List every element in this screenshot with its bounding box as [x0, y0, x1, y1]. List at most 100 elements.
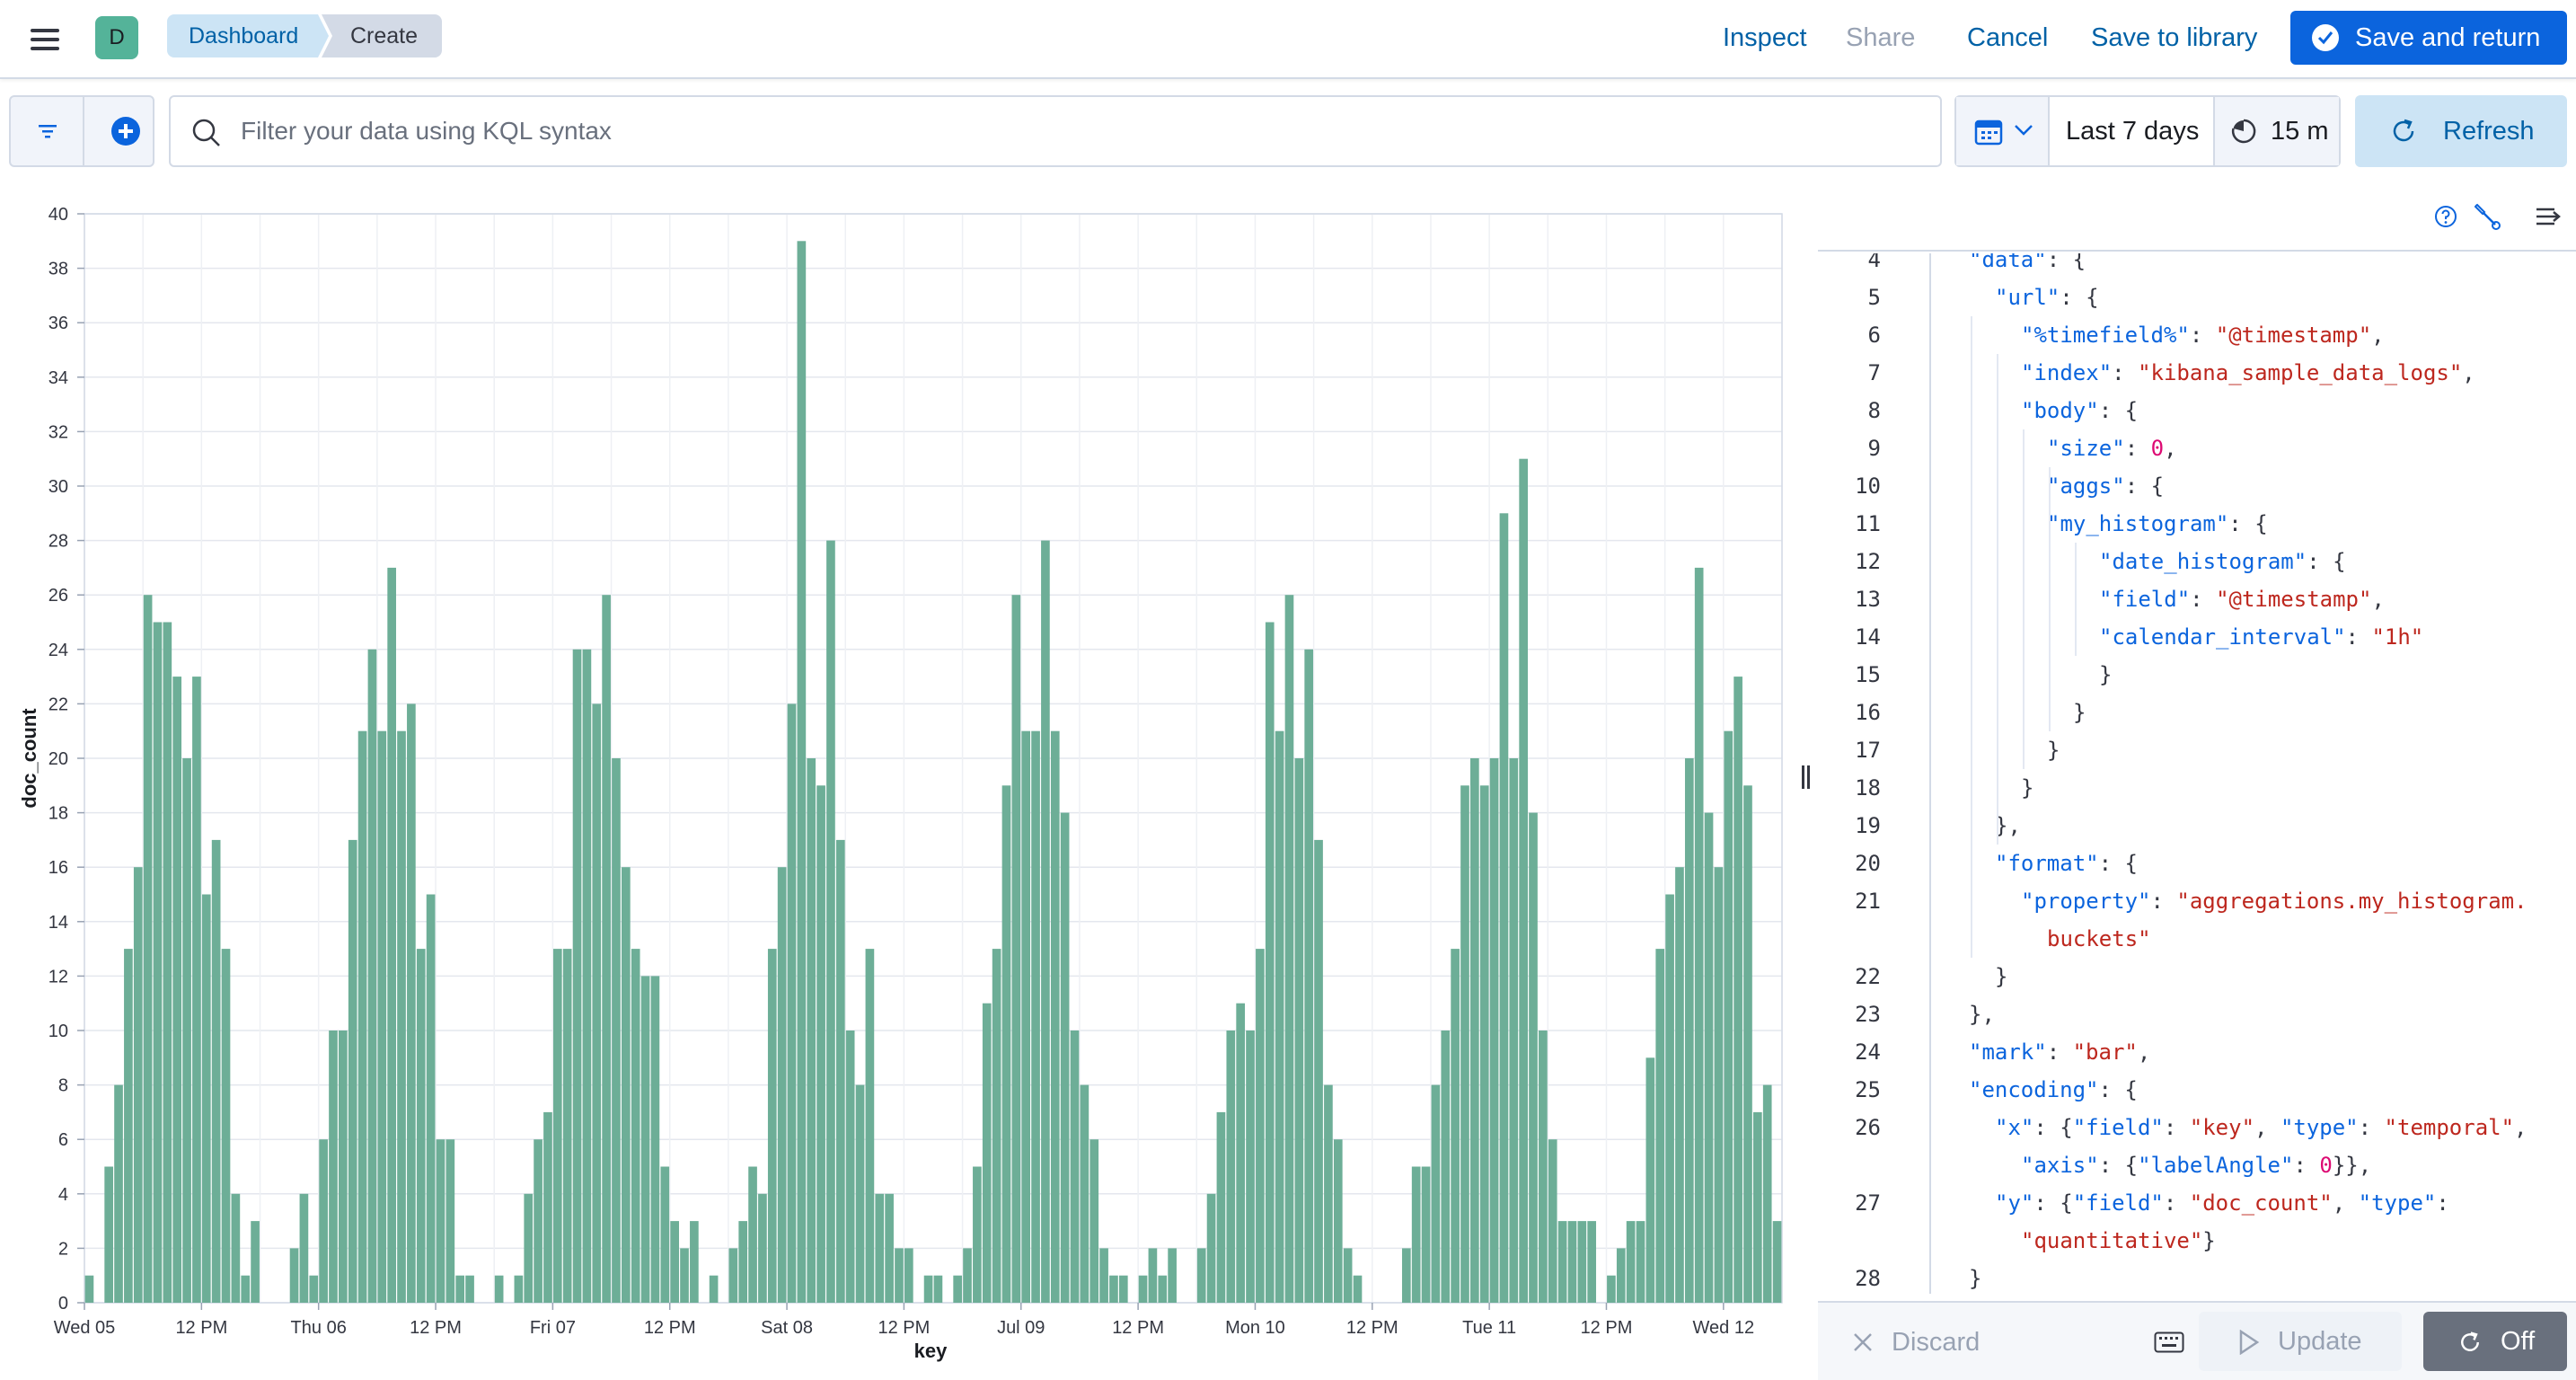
- histogram-bar[interactable]: [670, 1221, 679, 1303]
- histogram-bar[interactable]: [1694, 567, 1704, 1303]
- histogram-bar[interactable]: [1587, 1221, 1597, 1303]
- histogram-bar[interactable]: [339, 1031, 348, 1303]
- histogram-bar[interactable]: [231, 1193, 241, 1303]
- histogram-bar[interactable]: [787, 703, 797, 1303]
- histogram-bar[interactable]: [1401, 1248, 1411, 1303]
- histogram-bar[interactable]: [543, 1111, 552, 1303]
- filter-menu-icon[interactable]: [36, 120, 59, 142]
- search-input[interactable]: [241, 108, 1911, 155]
- histogram-bar[interactable]: [650, 976, 660, 1303]
- histogram-bar[interactable]: [1314, 839, 1323, 1303]
- histogram-bar[interactable]: [1090, 1139, 1099, 1303]
- hamburger-menu-icon[interactable]: [27, 22, 63, 58]
- histogram-bar[interactable]: [835, 839, 845, 1303]
- histogram-bar[interactable]: [182, 758, 191, 1303]
- kql-search-bar[interactable]: [169, 95, 1942, 167]
- histogram-bar[interactable]: [153, 622, 163, 1304]
- collapse-panel-icon[interactable]: [2535, 205, 2562, 228]
- histogram-bar[interactable]: [1196, 1248, 1206, 1303]
- histogram-bar[interactable]: [1616, 1248, 1626, 1303]
- auto-apply-toggle[interactable]: Off: [2423, 1312, 2567, 1371]
- histogram-bar[interactable]: [1451, 949, 1460, 1303]
- panel-resize-handle[interactable]: [1800, 765, 1813, 792]
- histogram-bar[interactable]: [562, 949, 572, 1303]
- histogram-bar[interactable]: [1109, 1275, 1118, 1303]
- histogram-bar[interactable]: [1479, 785, 1489, 1303]
- histogram-bar[interactable]: [1206, 1193, 1216, 1303]
- histogram-bar[interactable]: [1704, 812, 1714, 1303]
- space-avatar[interactable]: D: [95, 16, 138, 59]
- histogram-bar[interactable]: [1011, 595, 1021, 1303]
- histogram-bar[interactable]: [1168, 1248, 1177, 1303]
- histogram-bar[interactable]: [1275, 730, 1284, 1303]
- histogram-bar[interactable]: [514, 1275, 524, 1303]
- histogram-bar[interactable]: [172, 677, 182, 1303]
- histogram-bar[interactable]: [845, 1031, 855, 1303]
- histogram-bar[interactable]: [1421, 1166, 1431, 1304]
- inspect-button[interactable]: Inspect: [1723, 23, 1807, 52]
- histogram-bar[interactable]: [1470, 758, 1479, 1303]
- histogram-bar[interactable]: [1499, 513, 1509, 1303]
- histogram-bar[interactable]: [201, 894, 211, 1304]
- histogram-bar[interactable]: [1675, 867, 1684, 1303]
- histogram-bar[interactable]: [582, 649, 592, 1303]
- histogram-bar[interactable]: [923, 1275, 933, 1303]
- histogram-bar[interactable]: [1431, 1084, 1441, 1303]
- histogram-bar[interactable]: [1655, 949, 1665, 1303]
- histogram-bar[interactable]: [133, 867, 143, 1303]
- histogram-bar[interactable]: [1548, 1139, 1557, 1303]
- histogram-bar[interactable]: [524, 1193, 534, 1303]
- histogram-bar[interactable]: [211, 839, 221, 1303]
- histogram-bar[interactable]: [1099, 1248, 1108, 1303]
- histogram-bar[interactable]: [1001, 785, 1011, 1303]
- histogram-bar[interactable]: [1256, 949, 1265, 1303]
- histogram-bar[interactable]: [1665, 894, 1674, 1304]
- histogram-bar[interactable]: [163, 622, 172, 1304]
- histogram-bar[interactable]: [1246, 1031, 1255, 1303]
- histogram-bar[interactable]: [1557, 1221, 1567, 1303]
- histogram-bar[interactable]: [1529, 812, 1538, 1303]
- histogram-bar[interactable]: [1158, 1275, 1168, 1303]
- histogram-bar[interactable]: [690, 1221, 699, 1303]
- histogram-bar[interactable]: [1714, 867, 1724, 1303]
- histogram-bar[interactable]: [572, 649, 582, 1303]
- auto-refresh-button[interactable]: 15 m: [2213, 97, 2339, 165]
- histogram-bar[interactable]: [377, 730, 387, 1303]
- add-filter-icon[interactable]: [111, 117, 140, 146]
- histogram-bar[interactable]: [1607, 1275, 1616, 1303]
- histogram-bar[interactable]: [319, 1139, 328, 1303]
- histogram-bar[interactable]: [1304, 649, 1314, 1303]
- histogram-bar[interactable]: [1294, 758, 1304, 1303]
- histogram-bar[interactable]: [602, 595, 611, 1303]
- histogram-bar[interactable]: [738, 1221, 748, 1303]
- histogram-bar[interactable]: [407, 703, 416, 1303]
- histogram-bar[interactable]: [1645, 1057, 1655, 1303]
- update-button[interactable]: Update: [2199, 1312, 2402, 1371]
- histogram-bar[interactable]: [1441, 1031, 1451, 1303]
- histogram-bar[interactable]: [1031, 730, 1040, 1303]
- histogram-bar[interactable]: [241, 1275, 251, 1303]
- histogram-bar[interactable]: [622, 867, 631, 1303]
- histogram-bar[interactable]: [494, 1275, 504, 1303]
- histogram-bar[interactable]: [1724, 730, 1734, 1303]
- histogram-bar[interactable]: [777, 867, 787, 1303]
- histogram-bar[interactable]: [933, 1275, 943, 1303]
- histogram-bar[interactable]: [309, 1275, 319, 1303]
- histogram-bar[interactable]: [436, 1139, 446, 1303]
- wrench-settings-icon[interactable]: [2472, 201, 2502, 232]
- histogram-bar[interactable]: [1226, 1031, 1236, 1303]
- histogram-bar[interactable]: [1460, 785, 1469, 1303]
- histogram-bar[interactable]: [367, 649, 377, 1303]
- histogram-bar[interactable]: [1216, 1111, 1226, 1303]
- code-editor[interactable]: 4 "data": {5 "url": {6 "%timefield%": "@tim…: [1818, 253, 2576, 1294]
- histogram-bar[interactable]: [797, 241, 807, 1303]
- histogram-bar[interactable]: [631, 949, 640, 1303]
- histogram-bar[interactable]: [299, 1193, 309, 1303]
- refresh-button[interactable]: Refresh: [2355, 95, 2567, 167]
- histogram-bar[interactable]: [904, 1248, 913, 1303]
- histogram-bar[interactable]: [1772, 1221, 1782, 1303]
- histogram-bar[interactable]: [1138, 1275, 1148, 1303]
- histogram-bar[interactable]: [1509, 758, 1519, 1303]
- cancel-button[interactable]: Cancel: [1967, 23, 2049, 52]
- histogram-bar[interactable]: [1118, 1275, 1128, 1303]
